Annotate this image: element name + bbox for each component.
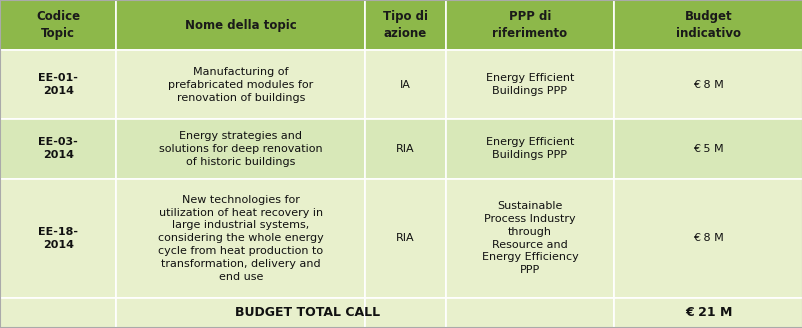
Text: € 5 M: € 5 M xyxy=(692,144,723,154)
Text: Codice
Topic: Codice Topic xyxy=(36,10,80,40)
Text: BUDGET TOTAL CALL: BUDGET TOTAL CALL xyxy=(234,306,379,319)
Bar xyxy=(445,119,614,179)
Bar xyxy=(0,298,116,328)
Bar xyxy=(445,0,614,51)
Bar xyxy=(0,119,116,179)
Bar xyxy=(445,179,614,298)
Bar xyxy=(365,51,445,119)
Bar xyxy=(365,119,445,179)
Text: EE-18-
2014: EE-18- 2014 xyxy=(38,227,78,250)
Bar xyxy=(116,119,365,179)
Text: New technologies for
utilization of heat recovery in
large industrial systems,
c: New technologies for utilization of heat… xyxy=(158,195,323,282)
Text: IA: IA xyxy=(399,80,411,90)
Bar xyxy=(365,179,445,298)
Text: RIA: RIA xyxy=(395,144,415,154)
Bar xyxy=(445,298,614,328)
Bar xyxy=(614,179,802,298)
Bar xyxy=(365,298,445,328)
Bar xyxy=(116,179,365,298)
Bar xyxy=(365,0,445,51)
Bar xyxy=(0,0,116,51)
Bar xyxy=(0,51,116,119)
Text: PPP di
riferimento: PPP di riferimento xyxy=(492,10,567,40)
Text: RIA: RIA xyxy=(395,233,415,243)
Bar xyxy=(614,119,802,179)
Bar xyxy=(116,51,365,119)
Text: € 8 M: € 8 M xyxy=(692,233,723,243)
Bar xyxy=(614,0,802,51)
Text: € 21 M: € 21 M xyxy=(684,306,731,319)
Text: Energy Efficient
Buildings PPP: Energy Efficient Buildings PPP xyxy=(485,137,573,160)
Bar xyxy=(116,298,365,328)
Bar xyxy=(445,51,614,119)
Text: Sustainable
Process Industry
through
Resource and
Energy Efficiency
PPP: Sustainable Process Industry through Res… xyxy=(481,201,577,275)
Text: Budget
indicativo: Budget indicativo xyxy=(675,10,740,40)
Text: Nome della topic: Nome della topic xyxy=(184,19,297,32)
Text: EE-01-
2014: EE-01- 2014 xyxy=(38,73,78,96)
Bar xyxy=(614,51,802,119)
Text: € 8 M: € 8 M xyxy=(692,80,723,90)
Text: Manufacturing of
prefabricated modules for
renovation of buildings: Manufacturing of prefabricated modules f… xyxy=(168,67,313,103)
Bar xyxy=(614,298,802,328)
Bar xyxy=(116,0,365,51)
Text: Energy Efficient
Buildings PPP: Energy Efficient Buildings PPP xyxy=(485,73,573,96)
Text: Energy strategies and
solutions for deep renovation
of historic buildings: Energy strategies and solutions for deep… xyxy=(159,131,322,167)
Bar xyxy=(0,179,116,298)
Text: Tipo di
azione: Tipo di azione xyxy=(383,10,427,40)
Text: EE-03-
2014: EE-03- 2014 xyxy=(38,137,78,160)
